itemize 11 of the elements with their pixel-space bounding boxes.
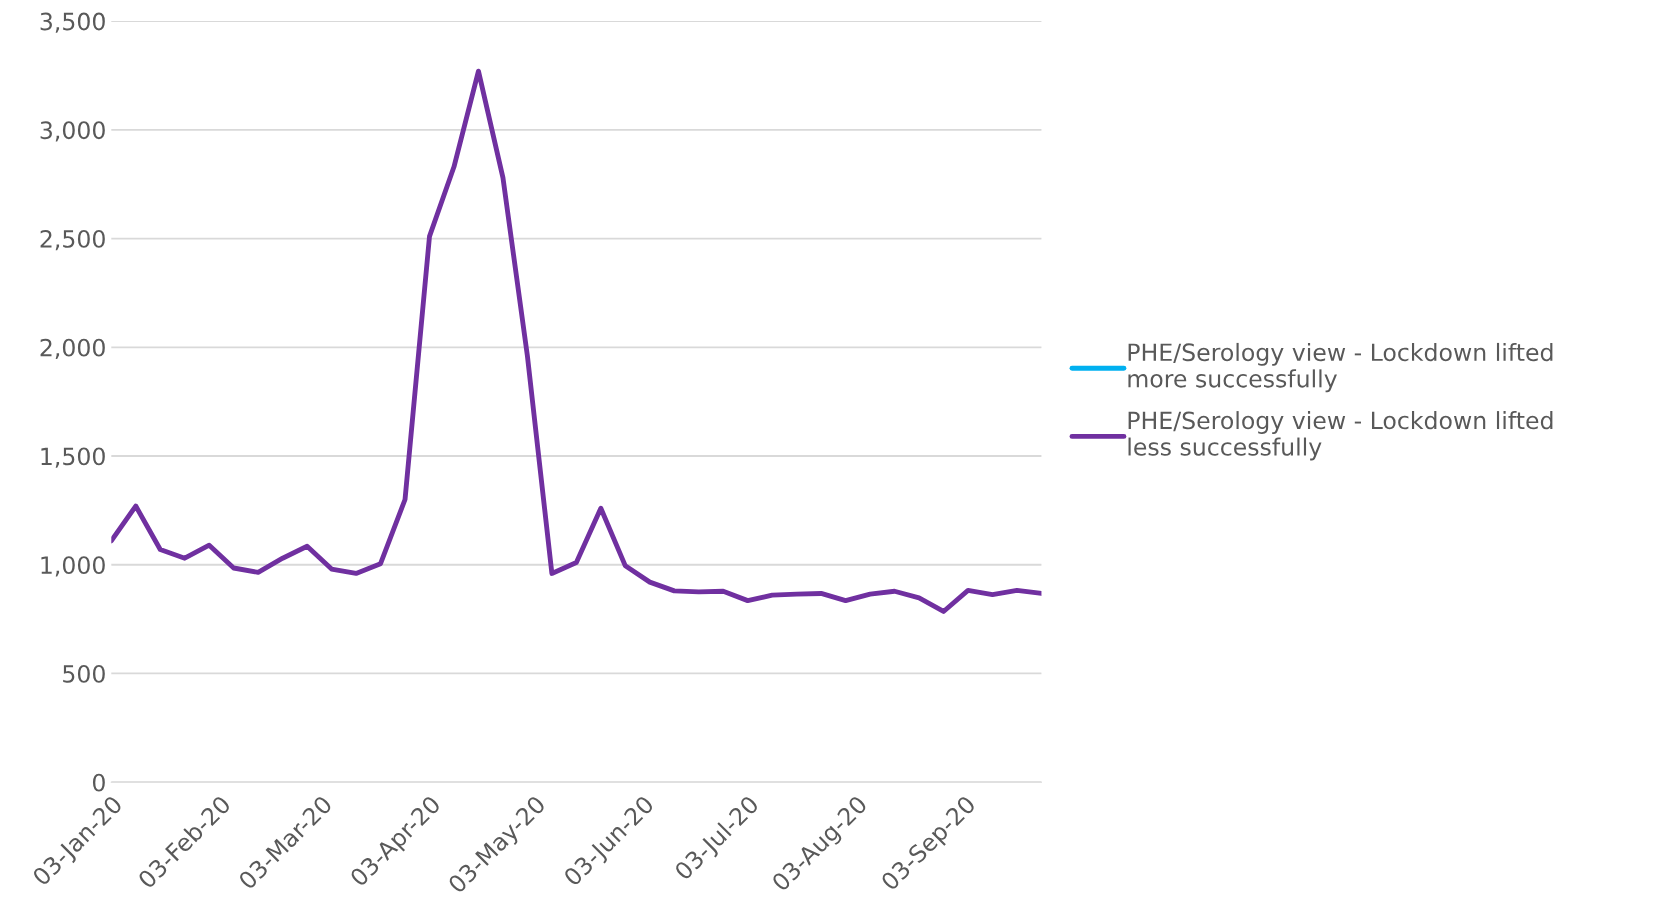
y-tick-label: 1,500 bbox=[41, 447, 105, 468]
y-tick-label: 1,000 bbox=[41, 556, 105, 577]
line-series bbox=[111, 68, 1042, 614]
y-tick-label: 2,000 bbox=[40, 338, 105, 359]
y-tick-label: 3,000 bbox=[40, 121, 105, 142]
y-tick-label: 500 bbox=[63, 664, 105, 683]
legend-label: PHE/Serology view - Lockdown lifted less successfully bbox=[1128, 411, 1553, 461]
y-tick-label: 2,500 bbox=[40, 230, 105, 251]
legend-label: PHE/Serology view - Lockdown lifted more successfully bbox=[1128, 342, 1553, 393]
y-tick-label: 0 bbox=[92, 773, 105, 792]
y-tick-label: 3,500 bbox=[40, 12, 105, 33]
